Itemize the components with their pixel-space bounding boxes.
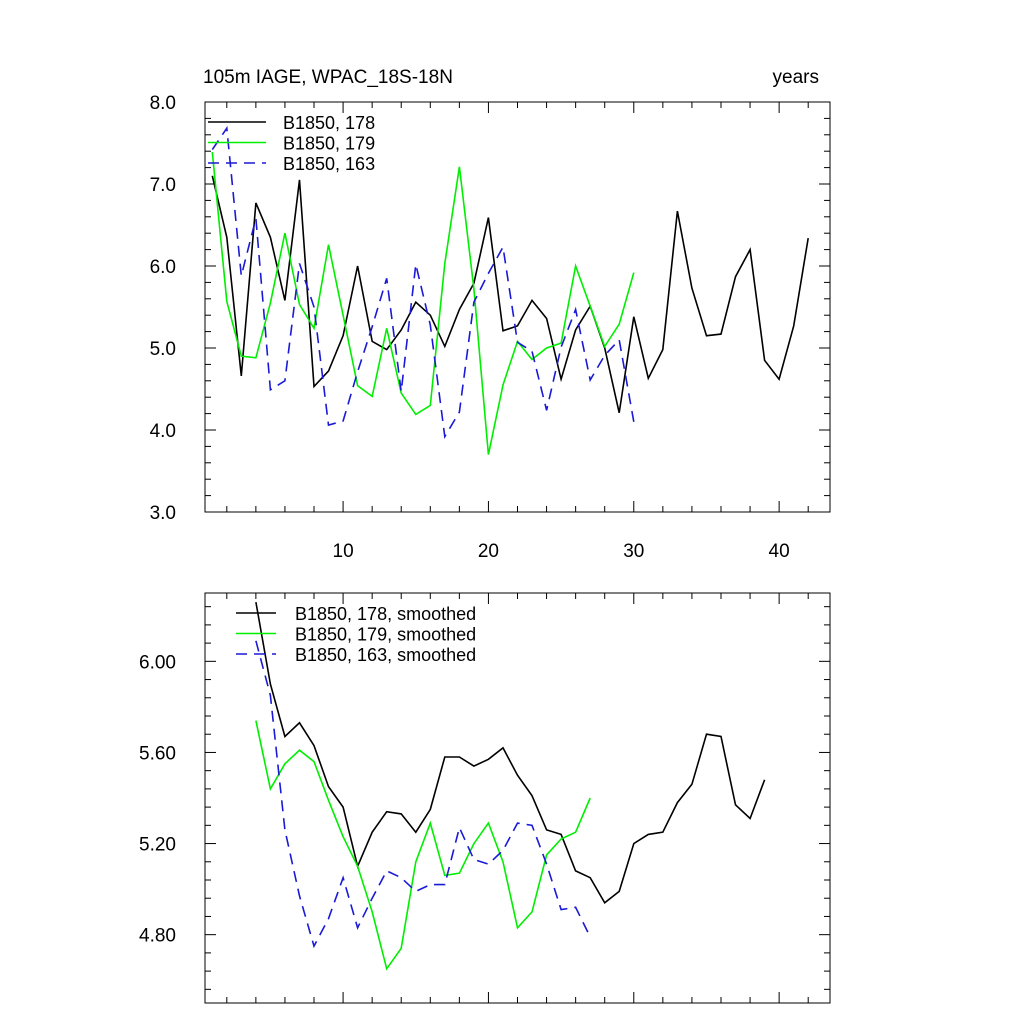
x-tick-label: 30 bbox=[623, 541, 644, 562]
legend-label: B1850, 178, smoothed bbox=[295, 604, 476, 624]
series-line bbox=[211, 125, 635, 440]
legend-label: B1850, 163, smoothed bbox=[295, 645, 476, 665]
legend-label: B1850, 178 bbox=[283, 113, 375, 133]
legend-label: B1850, 179, smoothed bbox=[295, 625, 476, 645]
legend-label: B1850, 179 bbox=[283, 134, 375, 154]
y-tick-label: 4.0 bbox=[150, 421, 176, 442]
series-line bbox=[255, 720, 591, 971]
chart-title: 105m IAGE, WPAC_18S-18N bbox=[203, 67, 453, 88]
legend-label: B1850, 163 bbox=[283, 154, 375, 174]
series-line bbox=[255, 640, 591, 949]
x-tick-label: 10 bbox=[333, 541, 354, 562]
y-tick-label: 7.0 bbox=[150, 175, 176, 196]
series-line bbox=[211, 175, 809, 413]
y-tick-label: 6.0 bbox=[150, 257, 176, 278]
y-tick-label: 5.60 bbox=[139, 743, 176, 764]
x-tick-label: 40 bbox=[769, 541, 790, 562]
y-tick-label: 5.20 bbox=[139, 835, 176, 856]
x-tick-label: 20 bbox=[478, 541, 499, 562]
series-line bbox=[211, 151, 635, 455]
y-tick-label: 4.80 bbox=[139, 926, 176, 947]
series-line bbox=[255, 601, 766, 904]
unit-label: years bbox=[773, 67, 819, 88]
y-tick-label: 3.0 bbox=[150, 503, 176, 524]
top-panel: 105m IAGE, WPAC_18S-18N years 10 20 30 40 3.… bbox=[150, 67, 831, 562]
y-tick-label: 8.0 bbox=[150, 93, 176, 114]
y-tick-label: 5.0 bbox=[150, 339, 176, 360]
y-tick-label: 6.00 bbox=[139, 652, 176, 673]
